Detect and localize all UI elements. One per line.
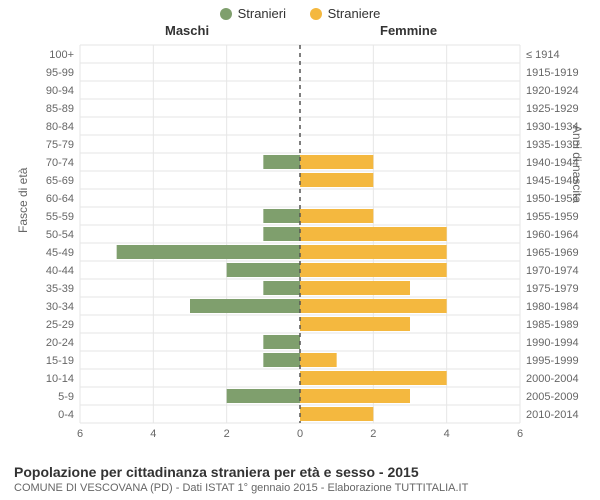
year-label: 1915-1919 — [526, 67, 579, 79]
y-axis-title-right: Anni di nascita — [570, 124, 584, 202]
year-label: 1925-1929 — [526, 103, 579, 115]
x-tick: 6 — [77, 428, 83, 440]
year-label: 2010-2014 — [526, 409, 579, 421]
age-label: 65-69 — [46, 175, 74, 187]
bar-male[interactable] — [263, 209, 300, 223]
bar-male[interactable] — [263, 227, 300, 241]
bar-female[interactable] — [300, 371, 447, 385]
x-tick: 2 — [224, 428, 230, 440]
year-label: 1990-1994 — [526, 337, 579, 349]
age-label: 25-29 — [46, 319, 74, 331]
year-label: 2000-2004 — [526, 373, 579, 385]
x-tick: 4 — [150, 428, 156, 440]
age-label: 20-24 — [46, 337, 74, 349]
bar-male[interactable] — [263, 353, 300, 367]
age-label: 0-4 — [58, 409, 74, 421]
footer: Popolazione per cittadinanza straniera p… — [14, 464, 586, 494]
age-label: 75-79 — [46, 139, 74, 151]
chart-container: Maschi Femmine Fasce di età Anni di nasc… — [20, 23, 580, 443]
legend-item-male[interactable]: Stranieri — [220, 6, 286, 21]
age-label: 45-49 — [46, 247, 74, 259]
chart-title: Popolazione per cittadinanza straniera p… — [14, 464, 586, 480]
bar-female[interactable] — [300, 299, 447, 313]
age-label: 40-44 — [46, 265, 74, 277]
bar-male[interactable] — [227, 389, 300, 403]
legend-item-female[interactable]: Straniere — [310, 6, 381, 21]
legend: Stranieri Straniere — [0, 0, 600, 23]
year-label: ≤ 1914 — [526, 49, 560, 61]
age-label: 50-54 — [46, 229, 74, 241]
year-label: 1970-1974 — [526, 265, 579, 277]
bar-female[interactable] — [300, 245, 447, 259]
year-label: 2005-2009 — [526, 391, 579, 403]
circle-icon — [310, 8, 322, 20]
year-label: 1920-1924 — [526, 85, 579, 97]
bar-female[interactable] — [300, 407, 373, 421]
x-tick: 4 — [444, 428, 450, 440]
y-axis-title-left: Fasce di età — [16, 167, 30, 232]
bar-female[interactable] — [300, 155, 373, 169]
x-tick: 0 — [297, 428, 303, 440]
bar-female[interactable] — [300, 353, 337, 367]
pyramid-chart: 0 2 2 4 4 6 6 100+ ≤ 1914 95-99 1915-1919 90-94 1920… — [20, 23, 580, 443]
x-tick: 6 — [517, 428, 523, 440]
column-title-female: Femmine — [380, 23, 437, 38]
bar-female[interactable] — [300, 209, 373, 223]
bar-female[interactable] — [300, 227, 447, 241]
year-label: 1975-1979 — [526, 283, 579, 295]
age-label: 85-89 — [46, 103, 74, 115]
bar-male[interactable] — [263, 281, 300, 295]
year-label: 1960-1964 — [526, 229, 579, 241]
bar-female[interactable] — [300, 173, 373, 187]
age-label: 5-9 — [58, 391, 74, 403]
legend-label-female: Straniere — [328, 6, 381, 21]
bar-female[interactable] — [300, 263, 447, 277]
bar-male[interactable] — [263, 335, 300, 349]
year-label: 1995-1999 — [526, 355, 579, 367]
bar-male[interactable] — [117, 245, 300, 259]
age-label: 80-84 — [46, 121, 74, 133]
age-label: 60-64 — [46, 193, 74, 205]
year-label: 1965-1969 — [526, 247, 579, 259]
year-label: 1980-1984 — [526, 301, 579, 313]
age-label: 90-94 — [46, 85, 74, 97]
year-label: 1955-1959 — [526, 211, 579, 223]
bar-female[interactable] — [300, 281, 410, 295]
legend-label-male: Stranieri — [238, 6, 286, 21]
age-label: 55-59 — [46, 211, 74, 223]
age-label: 15-19 — [46, 355, 74, 367]
x-tick: 2 — [370, 428, 376, 440]
bar-female[interactable] — [300, 317, 410, 331]
age-label: 10-14 — [46, 373, 74, 385]
age-label: 30-34 — [46, 301, 74, 313]
age-label: 95-99 — [46, 67, 74, 79]
age-label: 35-39 — [46, 283, 74, 295]
age-label: 70-74 — [46, 157, 74, 169]
age-label: 100+ — [49, 49, 74, 61]
circle-icon — [220, 8, 232, 20]
bar-female[interactable] — [300, 389, 410, 403]
bar-male[interactable] — [263, 155, 300, 169]
column-title-male: Maschi — [165, 23, 209, 38]
bar-male[interactable] — [227, 263, 300, 277]
chart-subtitle: COMUNE DI VESCOVANA (PD) - Dati ISTAT 1°… — [14, 482, 586, 494]
bar-male[interactable] — [190, 299, 300, 313]
year-label: 1985-1989 — [526, 319, 579, 331]
